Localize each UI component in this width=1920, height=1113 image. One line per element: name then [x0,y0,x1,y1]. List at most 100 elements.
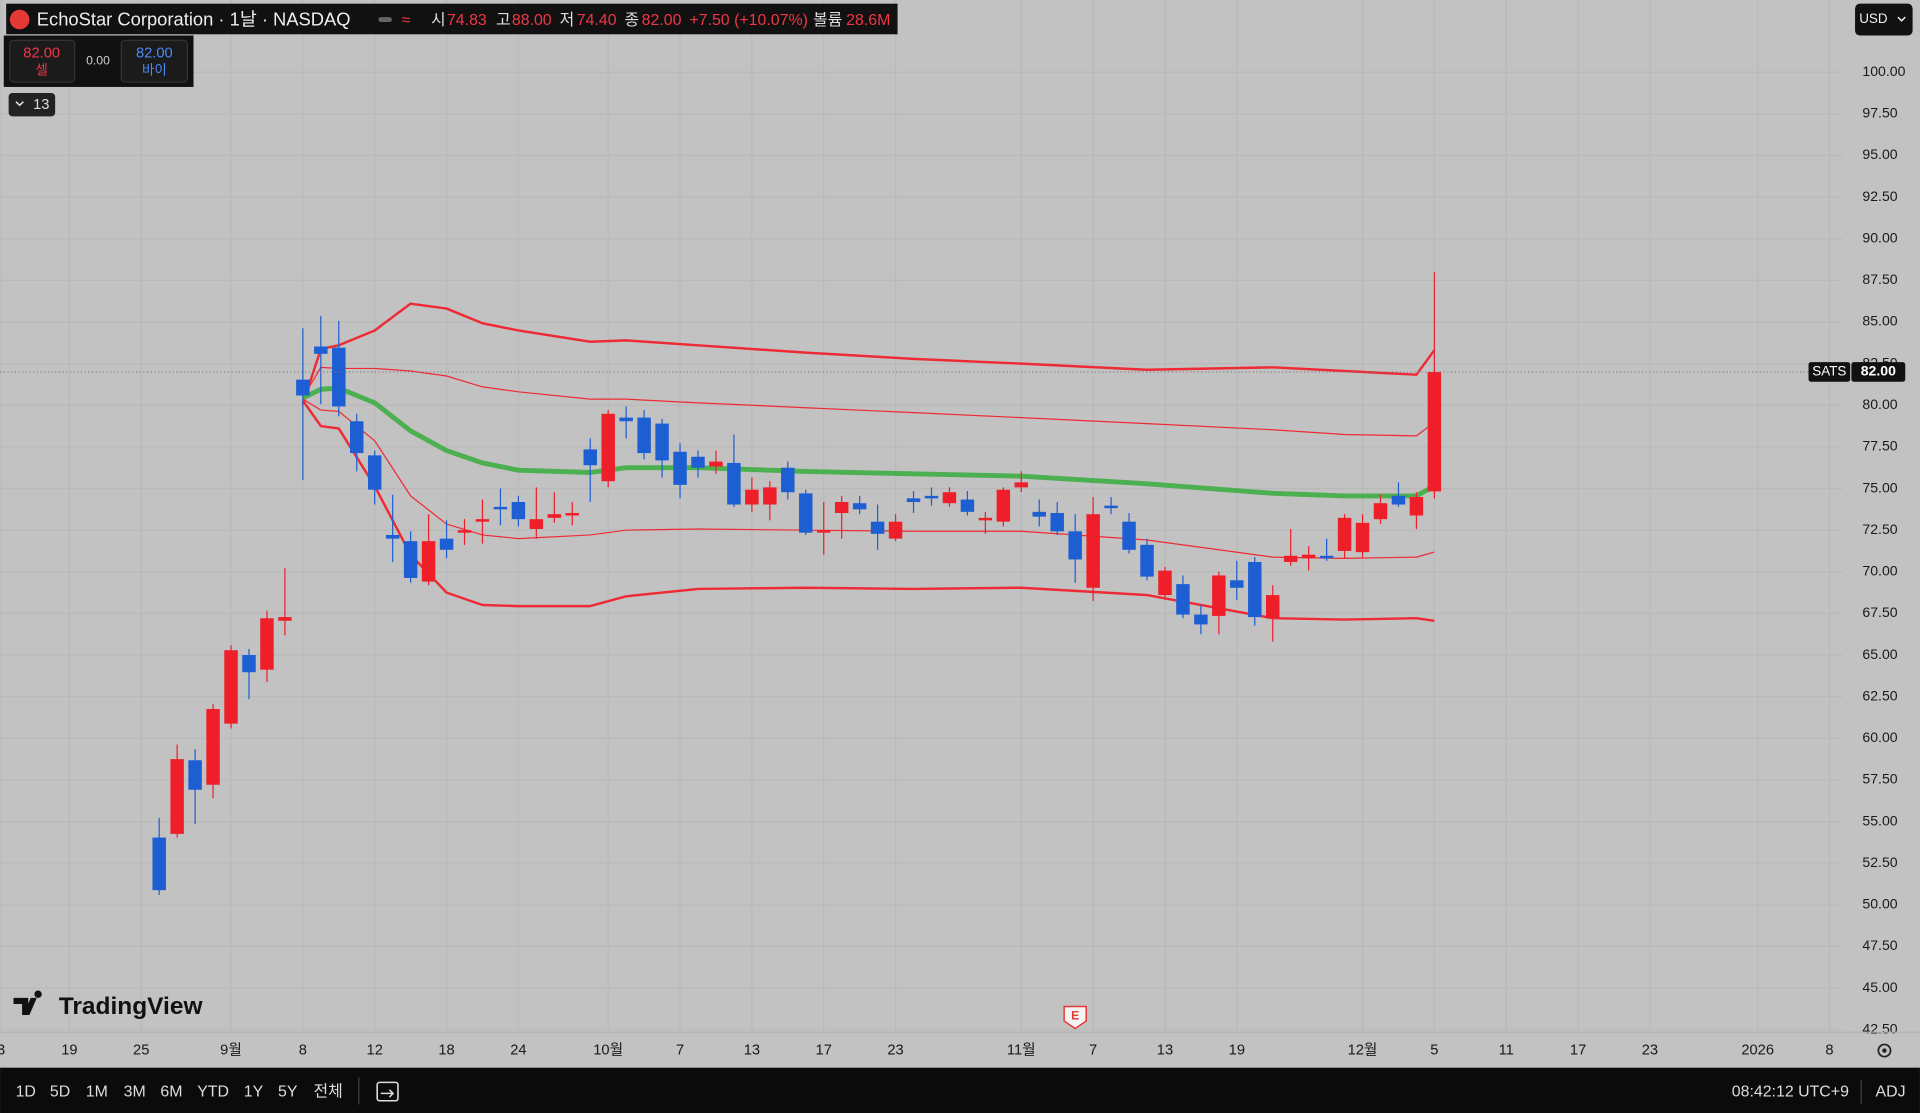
y-tick-label: 90.00 [1862,229,1897,245]
candle-body [350,421,364,454]
candle-body [1301,554,1316,559]
date-range-icon[interactable] [376,1081,399,1102]
candle-body [1409,497,1424,516]
currency-button[interactable] [1855,3,1913,36]
candle-body [1212,575,1226,616]
y-tick-label: 62.50 [1862,687,1897,703]
range-button[interactable]: 1D [16,1083,36,1100]
candle-body [385,534,400,539]
candle-body [888,521,903,539]
candle-body [367,455,382,490]
y-tick-label: 80.00 [1862,396,1897,412]
candle-body [852,503,867,510]
candle-body [332,347,346,407]
candle-body [1104,505,1118,509]
candle-body [170,759,184,834]
candle-body [673,451,687,485]
settings-icon[interactable] [1877,1043,1892,1058]
candle-body [1283,555,1298,562]
candle-body [637,417,651,454]
price-tag [1851,362,1906,382]
sell-button[interactable] [9,39,76,83]
buy-label[interactable]: 바이 [142,63,167,78]
x-tick-label: 5 [1430,1042,1438,1058]
indicator-line [302,398,1435,559]
candle-body [421,541,436,582]
range-button[interactable]: 1Y [244,1083,264,1100]
candle-body [260,618,274,670]
candle-body [601,413,615,482]
x-tick-label: 23 [1642,1042,1658,1058]
candle-body [475,519,490,522]
range-button[interactable]: 5D [50,1083,70,1100]
symbol-tag-label: SATS [1812,364,1846,379]
grid [0,0,1843,1032]
x-tick-label: 25 [133,1042,149,1058]
y-tick-label: 97.50 [1862,105,1897,121]
range-button[interactable]: YTD [197,1083,229,1100]
x-tick-label: 3 [0,1042,5,1058]
candle-body [691,456,705,468]
candle-body [781,467,795,493]
candle-body [242,655,256,673]
range-button[interactable]: 5Y [278,1083,298,1100]
date-range-icon[interactable] [376,1081,399,1102]
close-label: 종 [625,12,640,29]
candle-body [996,489,1011,522]
range-button[interactable]: 3M [124,1083,146,1100]
candle-body [709,461,723,467]
indicator-count[interactable]: 13 [33,97,49,113]
candle-body [547,514,562,518]
range-button[interactable]: 전체 [314,1082,343,1100]
range-button[interactable]: 1M [86,1083,108,1100]
settings-icon [1882,1048,1887,1053]
range-button[interactable]: 6M [160,1083,182,1100]
candle-body [188,760,202,790]
low-value: 74.40 [577,12,617,29]
x-tick-label: 8 [1825,1042,1833,1058]
candle-body [1068,531,1082,560]
currency-label[interactable]: USD [1859,11,1888,26]
high-label: 고 [496,12,511,29]
candle-body [206,708,220,785]
symbol-title[interactable]: EchoStar Corporation · 1날 · NASDAQ [37,9,351,30]
y-tick-label: 77.50 [1862,438,1897,454]
settings-icon[interactable] [1877,1043,1892,1058]
header-icon: ≈ [402,12,411,29]
event-marker[interactable] [1063,1005,1087,1030]
candle-body [1014,482,1029,488]
candle-body [529,519,544,529]
candle-body [799,493,813,533]
logo-mark [13,990,42,1016]
x-tick-label: 13 [1157,1042,1173,1058]
adj-button[interactable]: ADJ [1876,1083,1906,1100]
low-label: 저 [560,11,575,29]
candle-body [727,462,741,505]
price-axis-labels: 42.50 45.00 47.50 50.00 52.50 55.00 57.50 60.00… [1862,63,1905,1036]
x-tick-label: 12월 [1348,1041,1378,1058]
x-tick-label: 13 [744,1042,760,1058]
x-tick-label: 7 [676,1042,684,1058]
candle-body [1140,544,1154,577]
indicator-line [301,302,1436,405]
x-tick-label: 2026 [1741,1042,1774,1058]
sell-price[interactable]: 82.00 [23,46,60,62]
buy-price[interactable]: 82.00 [136,46,173,62]
candle-body [978,517,993,521]
event-label[interactable]: E [1071,1009,1079,1023]
y-tick-label: 100.00 [1862,63,1905,79]
candle-body [1427,371,1442,492]
y-tick-label: 50.00 [1862,896,1897,912]
range-buttons: 1D 5D 1M 3M 6M YTD 1Y 5Y 전체 [16,1082,343,1100]
indicator-line [301,385,1436,499]
y-tick-label: 60.00 [1862,729,1897,745]
indicator-toggle[interactable] [8,93,56,117]
x-tick-label: 8 [299,1042,307,1058]
sell-label[interactable]: 셀 [35,63,47,78]
buy-button[interactable] [120,39,189,83]
y-tick-label: 65.00 [1862,646,1897,662]
clock: 08:42:12 UTC+9 [1732,1083,1849,1100]
